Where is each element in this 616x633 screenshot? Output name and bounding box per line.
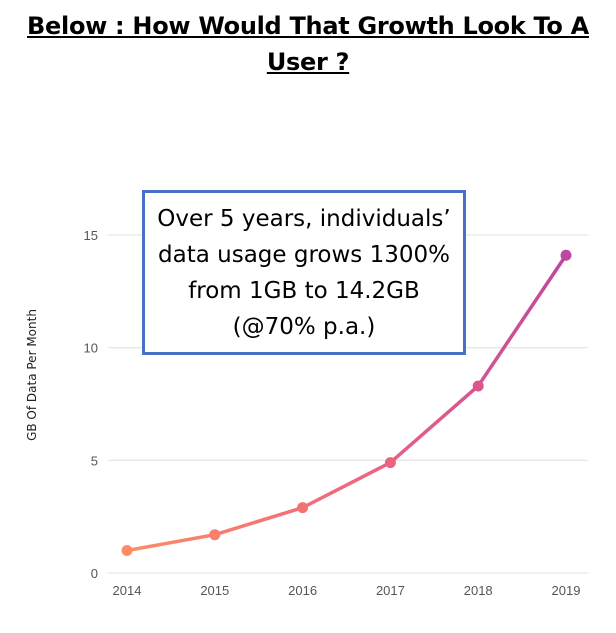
x-tick-label: 2016 (288, 583, 317, 598)
x-tick-label: 2018 (464, 583, 493, 598)
y-tick-label: 0 (91, 566, 98, 581)
y-tick-label: 15 (84, 228, 98, 243)
series-line (126, 254, 568, 553)
data-point-2017 (384, 457, 396, 469)
x-tick-label: 2017 (376, 583, 405, 598)
y-tick-label: 5 (91, 453, 98, 468)
data-point-2018 (472, 380, 484, 392)
y-axis-label: GB Of Data Per Month (25, 309, 39, 441)
data-point-2014 (121, 544, 133, 556)
x-tick-label: 2014 (113, 583, 142, 598)
x-tick-label: 2015 (200, 583, 229, 598)
x-tick-label: 2019 (552, 583, 581, 598)
y-tick-label: 10 (84, 341, 98, 356)
data-point-2019 (560, 249, 572, 261)
data-point-2015 (209, 529, 221, 541)
data-point-2016 (297, 502, 309, 514)
page-title: Below : How Would That Growth Look To A … (27, 12, 589, 76)
annotation-box: Over 5 years, individuals’ data usage gr… (142, 190, 466, 355)
